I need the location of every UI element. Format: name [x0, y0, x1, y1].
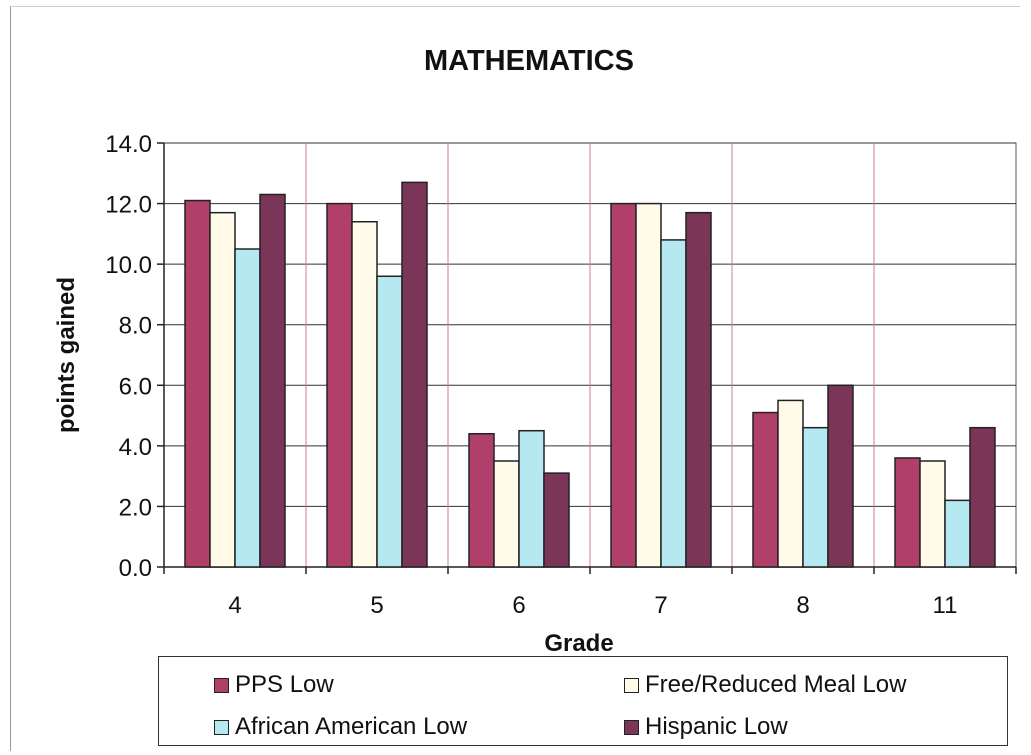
bar-free-reduced-meal-low-grade-4	[209, 211, 236, 568]
bar-african-american-low-grade-11	[944, 499, 971, 568]
chart-frame	[10, 6, 1020, 751]
bar-free-reduced-meal-low-grade-11	[919, 460, 946, 568]
bar-pps-low-grade-8	[752, 411, 779, 568]
y-tick-label: 4.0	[119, 434, 152, 461]
bar-hispanic-low-grade-11	[969, 426, 996, 568]
legend-label-hispanic-low: Hispanic Low	[645, 713, 788, 740]
bar-free-reduced-meal-low-grade-8	[777, 399, 804, 568]
x-tick-label: 5	[370, 592, 383, 619]
chart-legend: PPS Low Free/Reduced Meal Low African Am…	[158, 656, 1008, 746]
bar-african-american-low-grade-7	[660, 239, 687, 568]
y-tick-label: 0.0	[119, 555, 152, 582]
legend-swatch-hispanic-low	[624, 719, 639, 735]
x-tick-label: 7	[654, 592, 667, 619]
bar-african-american-low-grade-8	[802, 426, 829, 568]
y-tick-label: 12.0	[105, 192, 152, 219]
bar-african-american-low-grade-4	[234, 248, 261, 568]
legend-item-african-american-low: African American Low	[214, 713, 467, 741]
legend-label-pps-low: PPS Low	[235, 671, 334, 698]
y-axis-label: points gained	[53, 277, 80, 433]
bar-african-american-low-grade-6	[518, 429, 545, 568]
x-axis-label: Grade	[544, 630, 613, 657]
legend-label-free-reduced-meal-low: Free/Reduced Meal Low	[645, 671, 907, 698]
bar-hispanic-low-grade-7	[685, 211, 712, 568]
legend-swatch-pps-low	[214, 677, 229, 693]
plot-area: 0.0 2.0 4.0 6.0 8.0 10.0 12.0 14.0 4 5 6 7 8 11	[105, 131, 1017, 619]
bar-free-reduced-meal-low-grade-7	[635, 202, 662, 568]
bar-hispanic-low-grade-6	[543, 472, 570, 568]
bar-pps-low-grade-5	[326, 202, 353, 568]
bar-free-reduced-meal-low-grade-5	[351, 220, 378, 568]
legend-swatch-free-reduced-meal-low	[624, 677, 639, 693]
legend-item-hispanic-low: Hispanic Low	[624, 713, 788, 741]
legend-item-pps-low: PPS Low	[214, 671, 334, 699]
y-tick-label: 6.0	[119, 373, 152, 400]
bar-african-american-low-grade-5	[376, 275, 403, 568]
y-tick-label: 2.0	[119, 494, 152, 521]
bar-pps-low-grade-6	[468, 432, 495, 568]
bar-pps-low-grade-11	[894, 457, 921, 568]
y-tick-label: 14.0	[105, 131, 152, 158]
bar-hispanic-low-grade-8	[827, 384, 854, 568]
bar-hispanic-low-grade-4	[259, 193, 286, 568]
y-tick-label: 8.0	[119, 313, 152, 340]
y-tick-label: 10.0	[105, 252, 152, 279]
legend-swatch-african-american-low	[214, 719, 229, 735]
x-tick-label: 8	[796, 592, 809, 619]
bar-free-reduced-meal-low-grade-6	[493, 460, 520, 568]
legend-label-african-american-low: African American Low	[235, 713, 468, 740]
bar-pps-low-grade-4	[184, 199, 211, 568]
bar-hispanic-low-grade-5	[401, 181, 428, 568]
legend-item-free-reduced-meal-low: Free/Reduced Meal Low	[624, 671, 906, 699]
x-tick-label: 4	[228, 592, 241, 619]
bar-pps-low-grade-7	[610, 202, 637, 568]
x-tick-label: 6	[512, 592, 525, 619]
x-tick-label: 11	[933, 592, 958, 619]
chart-title: MATHEMATICS	[424, 45, 634, 77]
